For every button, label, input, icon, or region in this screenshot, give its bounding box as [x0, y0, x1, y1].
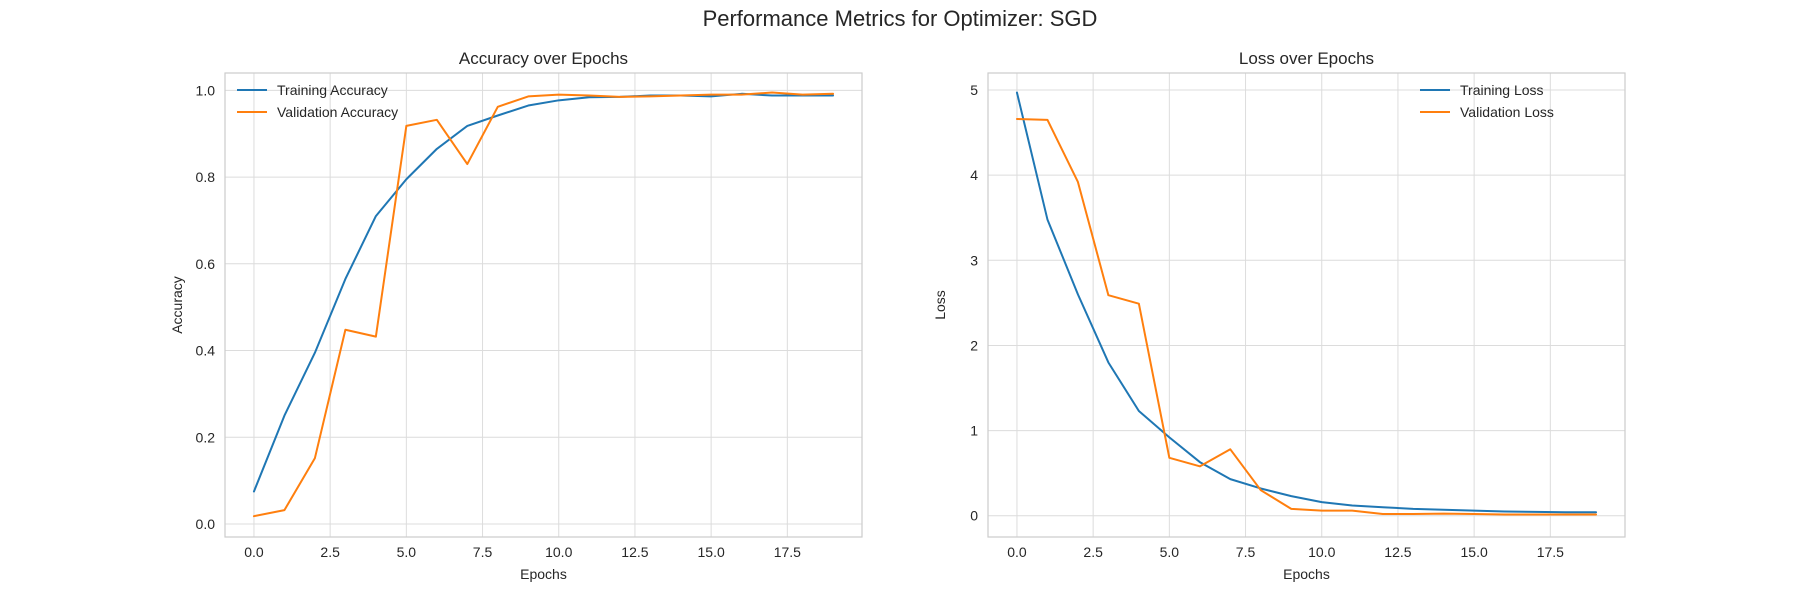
- legend-label: Training Loss: [1460, 82, 1544, 98]
- legend-label: Validation Accuracy: [277, 104, 398, 120]
- y-tick-label: 0.8: [196, 169, 216, 185]
- y-tick-label: 5: [970, 82, 978, 98]
- series-line-training-loss: [1015, 91, 1598, 514]
- series-line-training-accuracy: [252, 92, 835, 493]
- chart-panel-1: 0.0 2.5 5.0 7.5 10.0 12.5 15.0 17.5 0.0 0.2 0.4 0.6…: [169, 49, 863, 582]
- x-axis-label: Epochs: [520, 566, 567, 582]
- y-tick-label: 1.0: [196, 82, 216, 98]
- x-tick-label: 17.5: [774, 544, 801, 560]
- y-axis-label: Accuracy: [169, 276, 185, 334]
- x-tick-label: 7.5: [473, 544, 493, 560]
- y-tick-label: 0.6: [196, 256, 216, 272]
- chart-panel-2: 0.0 2.5 5.0 7.5 10.0 12.5 15.0 17.5 0 1 2 3 4 5 Loss o…: [932, 49, 1626, 582]
- x-tick-label: 2.5: [320, 544, 340, 560]
- axes-frame: [987, 72, 1626, 538]
- x-axis-label: Epochs: [1283, 566, 1330, 582]
- x-tick-label: 5.0: [397, 544, 417, 560]
- chart-title: Accuracy over Epochs: [459, 49, 628, 68]
- series-line-validation-loss: [1015, 117, 1598, 516]
- y-tick-label: 0: [970, 508, 978, 524]
- y-tick-label: 1: [970, 423, 978, 439]
- x-tick-label: 2.5: [1083, 544, 1103, 560]
- x-tick-label: 0.0: [244, 544, 264, 560]
- x-tick-label: 12.5: [621, 544, 648, 560]
- figure-title: Performance Metrics for Optimizer: SGD: [702, 6, 1098, 31]
- chart-title: Loss over Epochs: [1239, 49, 1374, 68]
- legend: Training Loss Validation Loss: [1420, 82, 1554, 120]
- x-tick-label: 12.5: [1384, 544, 1411, 560]
- series-line-validation-accuracy: [252, 91, 835, 518]
- y-tick-label: 4: [970, 167, 978, 183]
- legend-label: Validation Loss: [1460, 104, 1554, 120]
- x-tick-label: 7.5: [1236, 544, 1256, 560]
- y-tick-label: 0.2: [196, 429, 216, 445]
- x-tick-label: 10.0: [545, 544, 572, 560]
- y-tick-label: 3: [970, 252, 978, 268]
- x-tick-label: 10.0: [1308, 544, 1335, 560]
- axes-frame: [224, 72, 863, 538]
- x-tick-label: 15.0: [698, 544, 725, 560]
- y-tick-label: 2: [970, 337, 978, 353]
- legend-label: Training Accuracy: [277, 82, 388, 98]
- x-tick-label: 15.0: [1461, 544, 1488, 560]
- y-axis-label: Loss: [932, 290, 948, 320]
- x-tick-label: 0.0: [1007, 544, 1027, 560]
- x-tick-label: 17.5: [1537, 544, 1564, 560]
- x-tick-label: 5.0: [1160, 544, 1180, 560]
- legend: Training Accuracy Validation Accuracy: [237, 82, 398, 120]
- y-tick-label: 0.4: [196, 343, 216, 359]
- y-tick-label: 0.0: [196, 516, 216, 532]
